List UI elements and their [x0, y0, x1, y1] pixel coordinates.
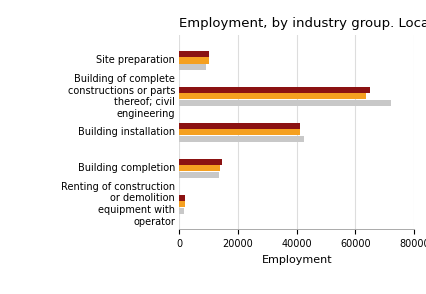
- Bar: [179, 195, 185, 201]
- Bar: [179, 201, 184, 207]
- Bar: [179, 57, 208, 64]
- Bar: [179, 100, 390, 106]
- Bar: [179, 93, 365, 99]
- Bar: [179, 123, 299, 129]
- Bar: [179, 129, 299, 135]
- Bar: [179, 64, 205, 70]
- Bar: [179, 165, 220, 171]
- Bar: [179, 51, 209, 57]
- Text: Employment, by industry group. Local KAUs. 2001-2003: Employment, by industry group. Local KAU…: [179, 17, 426, 30]
- X-axis label: Employment: Employment: [261, 255, 331, 265]
- Bar: [179, 208, 183, 214]
- Bar: [179, 159, 222, 165]
- Bar: [179, 87, 369, 93]
- Bar: [179, 136, 303, 142]
- Bar: [179, 172, 219, 178]
